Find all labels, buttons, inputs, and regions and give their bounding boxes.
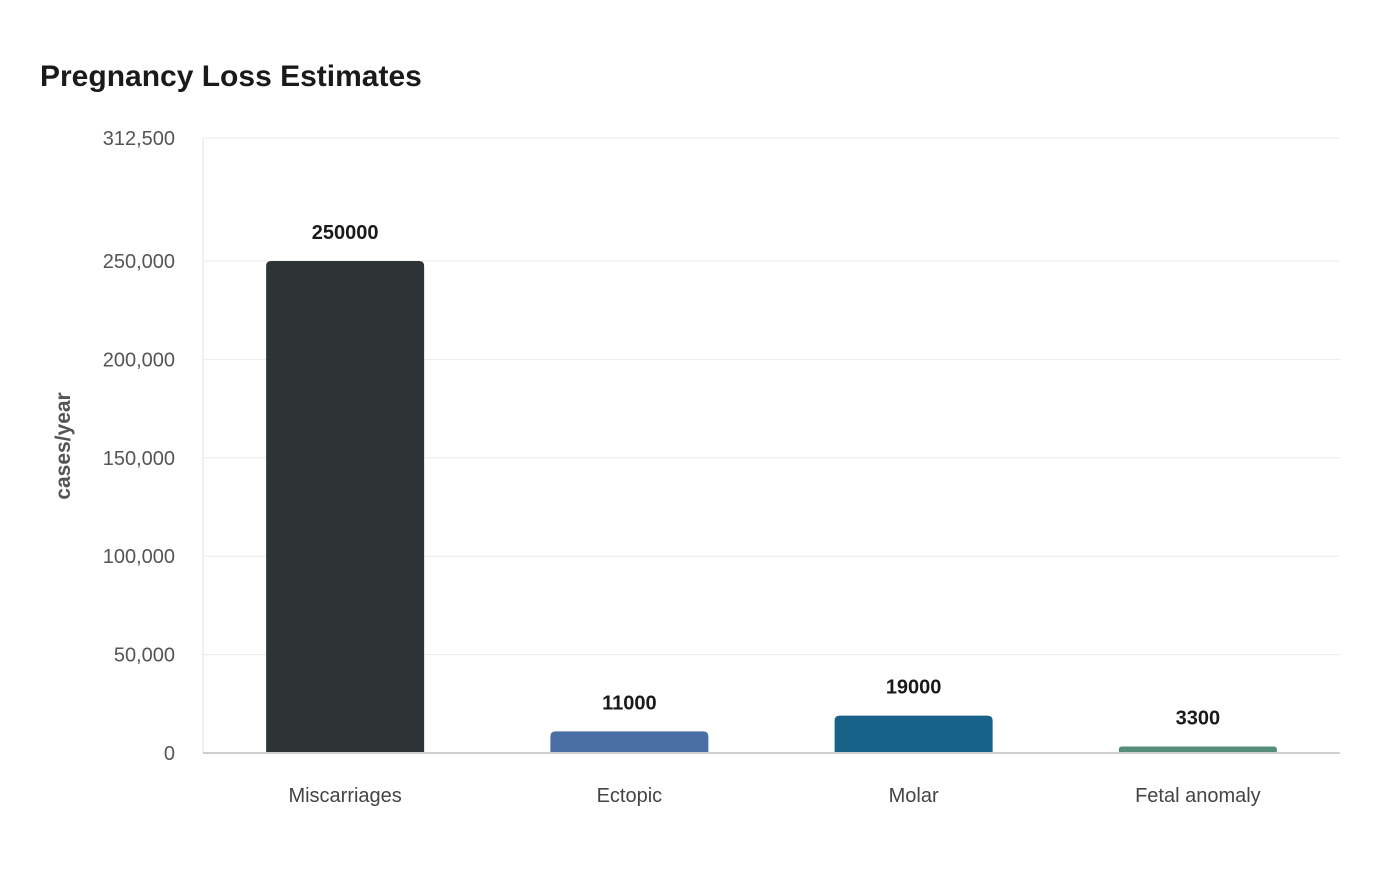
- y-tick-label: 312,500: [103, 128, 175, 150]
- y-tick-label: 0: [164, 743, 175, 765]
- bar-fetal-anomaly: [1118, 746, 1277, 753]
- y-axis-label: cases/year: [52, 392, 75, 499]
- y-tick-label: 200,000: [103, 349, 175, 371]
- x-tick-label: Miscarriages: [288, 785, 401, 807]
- y-tick-label: 150,000: [103, 448, 175, 470]
- y-tick-label: 50,000: [114, 645, 175, 667]
- y-tick-label: 100,000: [103, 546, 175, 568]
- x-tick-label: Molar: [889, 785, 939, 807]
- bar-ectopic: [550, 731, 709, 753]
- data-label: 3300: [1176, 708, 1221, 730]
- y-tick-label: 250,000: [103, 251, 175, 273]
- data-label: 250000: [312, 222, 379, 244]
- x-tick-label: Ectopic: [597, 785, 663, 807]
- chart-title: Pregnancy Loss Estimates: [40, 60, 422, 93]
- bar-molar: [834, 715, 993, 753]
- data-label: 11000: [602, 692, 657, 714]
- data-label: 19000: [886, 677, 942, 699]
- x-tick-label: Fetal anomaly: [1135, 785, 1261, 807]
- bar-miscarriages: [266, 261, 425, 753]
